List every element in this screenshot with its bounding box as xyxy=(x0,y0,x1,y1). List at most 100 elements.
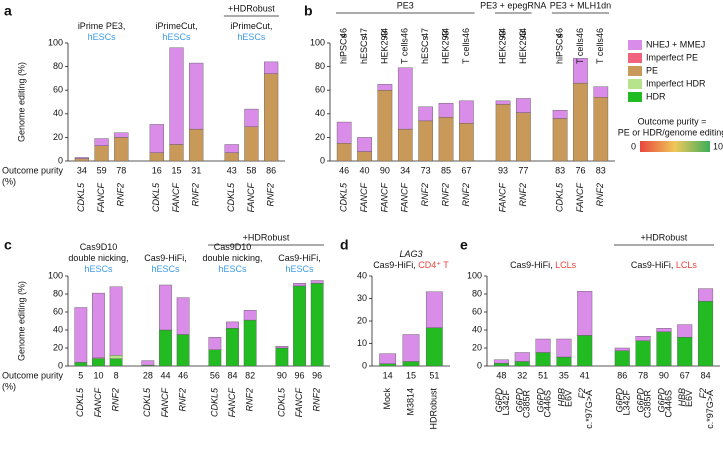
category-label: CDKL5 xyxy=(554,182,564,212)
y-tick-label: 20 xyxy=(357,315,367,325)
category-label: FANCF xyxy=(160,388,170,418)
group-title-part: hESCs xyxy=(88,32,117,42)
bar-segment xyxy=(336,143,352,162)
group-title-part: hESCs xyxy=(219,264,248,274)
category-label: RNF2 xyxy=(116,183,126,207)
category-label: FANCF xyxy=(400,183,410,213)
cell-label: HEK293 xyxy=(440,30,450,64)
category-label: RNF2 xyxy=(191,183,201,207)
y-tick-label: 60 xyxy=(315,85,325,95)
category-label: RNF2 xyxy=(461,183,471,207)
purity-label: Outcome purity xyxy=(2,370,64,380)
bar-segment xyxy=(189,128,204,162)
category-label: HBB xyxy=(677,388,687,407)
group-title-part: Cas9-HiFi, xyxy=(631,260,676,270)
group-title: hESCs xyxy=(219,264,248,274)
group-title: hESCs xyxy=(88,32,117,42)
bar-segment xyxy=(275,346,289,349)
y-tick-label: 60 xyxy=(472,306,482,316)
purity-value: 90 xyxy=(380,165,390,175)
bar-segment xyxy=(516,98,531,113)
y-tick-label: 0 xyxy=(362,360,367,370)
cell-number: 44 xyxy=(518,28,528,38)
y-tick-label: 100 xyxy=(310,37,325,47)
purity-value: 28 xyxy=(143,370,153,380)
legend-label: HDR xyxy=(646,91,666,101)
category-label: FANCF xyxy=(93,388,103,418)
y-tick-label: 100 xyxy=(48,270,63,280)
bar-segment xyxy=(495,100,511,105)
group-title: Cas9-HiFi, xyxy=(278,253,321,263)
purity-value: 83 xyxy=(555,165,565,175)
legend-label: Imperfect HDR xyxy=(646,78,706,88)
purity-label: Outcome purity xyxy=(2,165,64,175)
section-label: PE3 + epegRNA xyxy=(480,0,546,10)
bar-segment xyxy=(92,358,105,367)
group-title: iPrimeCut, xyxy=(155,21,197,31)
bar-segment xyxy=(635,340,651,367)
category-label: FANCF xyxy=(227,388,237,418)
y-tick-label: 20 xyxy=(53,132,63,142)
group-title: Cas9D10 xyxy=(214,242,252,252)
bar-segment xyxy=(656,331,672,367)
bar-segment xyxy=(698,301,714,367)
purity-value: 86 xyxy=(617,370,627,380)
purity-value: 67 xyxy=(461,165,471,175)
category-label: Mock xyxy=(382,388,392,410)
bar-segment xyxy=(224,152,239,162)
cell-number: 47 xyxy=(420,28,430,38)
bar-segment xyxy=(169,47,184,145)
purity-value: 31 xyxy=(191,165,201,175)
y-tick-label: 20 xyxy=(53,342,63,352)
legend-swatch xyxy=(628,66,642,76)
y-tick-label: 80 xyxy=(472,288,482,298)
bar-segment xyxy=(94,138,109,146)
purity-value: 58 xyxy=(246,165,256,175)
cell-label: hiPSCs xyxy=(339,33,349,64)
bar-segment xyxy=(357,151,372,162)
category-label: F2 xyxy=(577,388,587,399)
purity-value: 43 xyxy=(227,165,237,175)
y-tick-label: 40 xyxy=(472,324,482,334)
category-note: c.*97G>A xyxy=(584,390,594,429)
bar-segment xyxy=(635,336,651,341)
category-note: C385R xyxy=(642,390,652,419)
purity-value: 90 xyxy=(659,370,669,380)
category-label: F2 xyxy=(698,388,708,399)
bar-segment xyxy=(577,291,593,336)
bar-segment xyxy=(402,361,420,367)
purity-value: 32 xyxy=(517,370,527,380)
purity-value: 83 xyxy=(596,165,606,175)
bar-segment xyxy=(264,61,279,74)
category-label: G6PD xyxy=(515,388,525,413)
bar-segment xyxy=(614,347,630,351)
y-tick-label: 40 xyxy=(315,108,325,118)
purity-value: 16 xyxy=(152,165,162,175)
bar-segment xyxy=(189,62,204,130)
category-note: c.*97G>A xyxy=(705,390,715,429)
y-tick-label: 0 xyxy=(477,360,482,370)
bar-segment xyxy=(226,328,239,367)
bar-segment xyxy=(94,145,109,162)
panel-letter: c xyxy=(4,237,12,253)
category-label: HBB xyxy=(556,388,566,407)
bar-segment xyxy=(593,86,609,98)
category-label: FANCF xyxy=(246,183,256,213)
group-title: Cas9D10 xyxy=(80,242,118,252)
category-label: RNF2 xyxy=(110,388,120,412)
purity-value: 14 xyxy=(383,370,393,380)
bar-segment xyxy=(114,137,129,162)
group-title: hESCs xyxy=(162,32,191,42)
bar-segment xyxy=(614,350,630,367)
purity-value: 84 xyxy=(701,370,711,380)
bar-segment xyxy=(109,358,123,367)
y-axis-label: Genome editing (%) xyxy=(16,62,26,142)
group-title: LAG3 xyxy=(399,249,422,259)
group-title-part: LAG3 xyxy=(399,249,422,259)
category-label: G6PD xyxy=(635,388,645,413)
purity-value: 35 xyxy=(559,370,569,380)
cell-label: HEK293 xyxy=(497,30,507,64)
legend-label: NHEJ + MMEJ xyxy=(646,39,705,49)
bar-segment xyxy=(556,356,572,367)
group-title-part: LCLs xyxy=(555,260,577,270)
